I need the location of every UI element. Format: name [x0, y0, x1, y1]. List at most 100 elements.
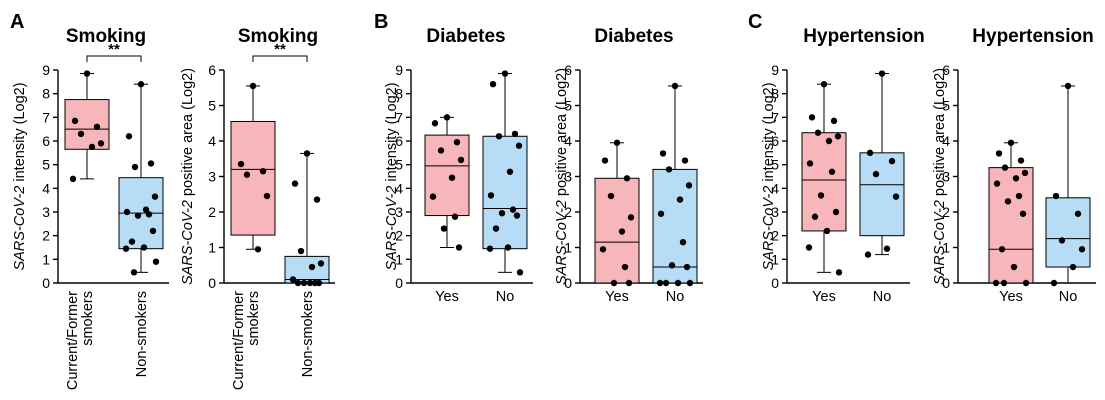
data-point [501, 70, 509, 77]
data-point [676, 196, 684, 203]
y-axis-label: SARS-CoV-2 intensity (Log2) [384, 82, 400, 270]
y-axis-label: SARS-CoV-2 intensity (Log2) [12, 82, 28, 270]
data-point [511, 130, 519, 138]
y-tick-label: 5 [942, 98, 950, 114]
data-point [806, 160, 814, 167]
y-tick-label: 0 [771, 275, 779, 291]
x-category-label: Yes [999, 289, 1023, 305]
data-point [291, 180, 299, 187]
data-point [674, 279, 682, 287]
data-point [607, 192, 615, 200]
box-group-red: Current/Former smokers [64, 70, 110, 390]
box-group-blue: No [1045, 82, 1091, 305]
y-axis-label: SARS-CoV-2 intensity (Log2) [761, 82, 777, 270]
data-point [134, 212, 142, 219]
data-point [805, 244, 813, 251]
data-point [243, 171, 251, 178]
data-point [1004, 198, 1012, 205]
data-point [315, 279, 323, 287]
panel-letter-b: B [374, 11, 388, 33]
y-tick-label: 2 [564, 204, 572, 220]
y-tick-label: 6 [564, 62, 572, 78]
y-axis-label-italic: SARS-CoV-2 [12, 186, 28, 271]
data-point [1015, 192, 1023, 200]
y-tick-label: 5 [208, 98, 216, 114]
y-tick-label: 4 [942, 133, 950, 149]
data-point [147, 160, 155, 167]
y-axis-label-italic: SARS-CoV-2 [761, 186, 777, 271]
data-point [263, 192, 271, 200]
data-point [610, 279, 618, 287]
box-group-red: Yes [594, 139, 640, 305]
data-point [317, 260, 325, 267]
chart-5: Hypertension SARS-CoV-2 intensity (Log2) 0… [761, 26, 925, 305]
x-category-label: smokers [80, 291, 96, 346]
y-tick-label: 0 [942, 275, 950, 291]
data-point [513, 212, 521, 219]
data-point [1064, 82, 1072, 90]
y-tick-label: 1 [42, 251, 50, 267]
data-point [453, 138, 461, 146]
data-point [662, 279, 670, 287]
data-point [237, 160, 245, 168]
data-point [993, 180, 1001, 187]
box-group-blue: No [652, 82, 698, 305]
data-point [832, 208, 840, 216]
data-point [835, 269, 843, 276]
y-tick-label: 0 [564, 275, 572, 291]
data-point [448, 174, 456, 181]
y-tick-label: 5 [42, 157, 50, 173]
data-point [864, 251, 872, 258]
box-iqr [424, 134, 470, 217]
chart-2: Smoking SARS-CoV-2 positive area (Log2) 0 1… [180, 26, 335, 390]
significance-label: ** [108, 41, 120, 58]
x-category-label: No [873, 289, 892, 305]
data-point [152, 258, 160, 265]
box-group-red: Yes [988, 139, 1034, 305]
y-axis-label-text: positive area (Log2) [180, 68, 196, 200]
data-point [294, 279, 302, 287]
data-point [431, 120, 439, 127]
significance-bracket: ** [252, 41, 308, 62]
data-point [866, 149, 874, 157]
data-point [817, 192, 825, 199]
data-point [516, 269, 524, 276]
data-point [830, 117, 838, 125]
box-iqr [594, 177, 640, 284]
y-axis-label: SARS-CoV-2 positive area (Log2) [932, 68, 948, 285]
x-category-label: Yes [812, 289, 836, 305]
charts-layer: Smoking SARS-CoV-2 intensity (Log2) 0 1 2 3 4 5… [12, 26, 1096, 390]
data-point [1058, 237, 1066, 244]
data-point [686, 279, 694, 287]
y-tick-label: 4 [208, 133, 216, 149]
y-tick-label: 2 [208, 204, 216, 220]
y-axis-label-italic: SARS-CoV-2 [554, 200, 570, 285]
data-point [128, 238, 136, 245]
data-point [71, 117, 79, 125]
data-point [618, 228, 626, 235]
box-group-red: Current/Former smokers [230, 82, 276, 390]
x-category-label: Yes [435, 289, 459, 305]
significance-label: ** [274, 41, 286, 58]
y-axis-label: SARS-CoV-2 positive area (Log2) [554, 68, 570, 285]
chart-title: Diabetes [426, 26, 505, 47]
y-tick-label: 2 [942, 204, 950, 220]
data-point [1069, 263, 1077, 271]
data-point [1022, 279, 1030, 287]
data-point [621, 263, 629, 271]
y-tick-label: 4 [771, 180, 779, 196]
data-point [1021, 169, 1029, 177]
data-point [883, 245, 891, 252]
data-point [808, 114, 816, 121]
data-point [140, 244, 148, 251]
data-point [451, 213, 459, 220]
data-point [683, 263, 691, 271]
data-point [125, 133, 133, 140]
data-point [1017, 157, 1025, 164]
data-point [308, 263, 316, 271]
data-point [130, 269, 138, 276]
data-point [123, 208, 131, 216]
y-tick-label: 7 [771, 109, 779, 125]
